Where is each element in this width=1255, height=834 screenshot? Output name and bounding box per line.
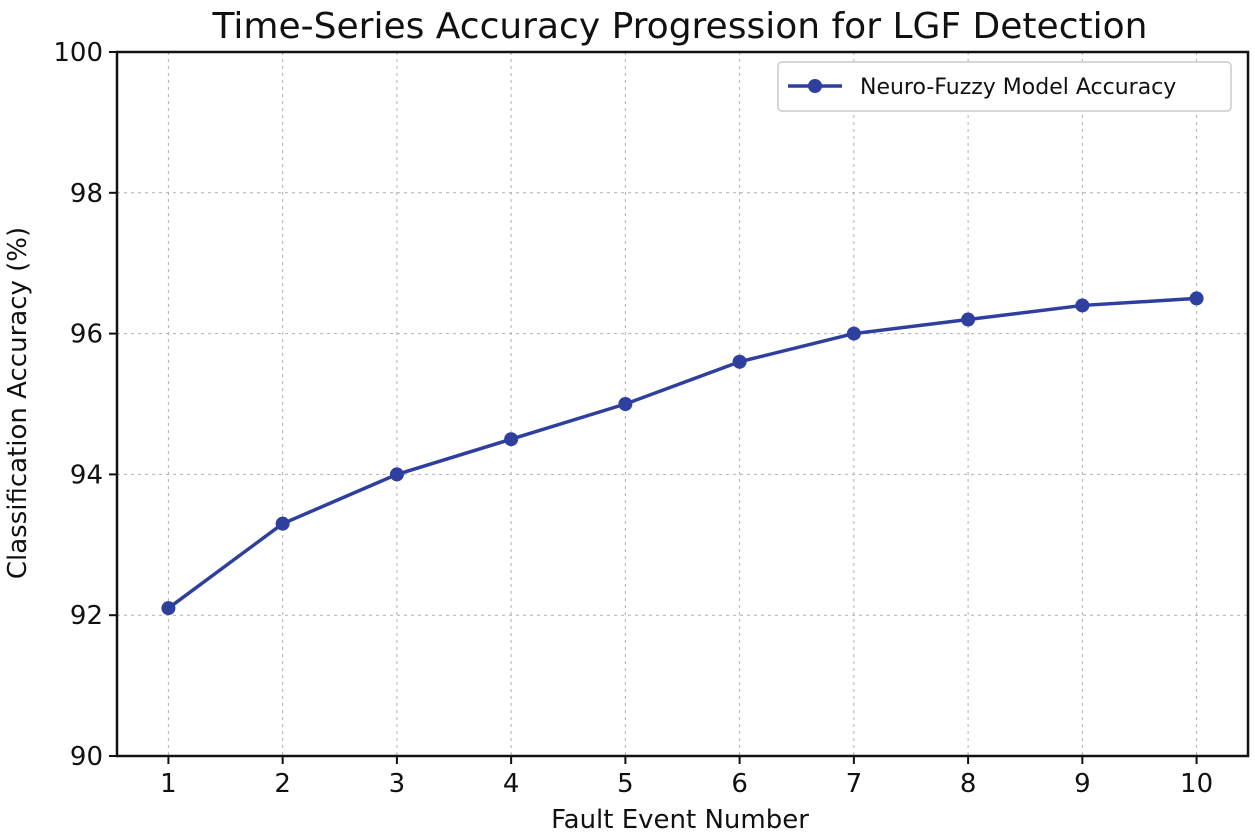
axes bbox=[115, 50, 1250, 758]
y-axis-ticks: 90 92 94 96 98 100 bbox=[53, 38, 117, 772]
y-tick-label: 98 bbox=[70, 179, 103, 209]
plot-frame bbox=[115, 50, 1250, 758]
data-point bbox=[846, 326, 861, 341]
x-tick-label: 8 bbox=[960, 769, 977, 799]
x-tick-label: 3 bbox=[389, 769, 406, 799]
x-tick-label: 4 bbox=[503, 769, 520, 799]
x-tick-label: 9 bbox=[1074, 769, 1091, 799]
data-point bbox=[1075, 298, 1090, 313]
x-tick-label: 10 bbox=[1180, 769, 1213, 799]
x-tick-label: 7 bbox=[846, 769, 863, 799]
legend-label: Neuro-Fuzzy Model Accuracy bbox=[860, 75, 1176, 100]
series bbox=[161, 291, 1204, 616]
grid bbox=[117, 52, 1248, 756]
data-point bbox=[618, 397, 633, 411]
x-axis-label: Fault Event Number bbox=[551, 805, 809, 834]
y-tick-label: 92 bbox=[70, 601, 103, 631]
x-tick-label: 5 bbox=[617, 769, 634, 799]
y-tick-label: 96 bbox=[70, 320, 103, 350]
x-tick-label: 1 bbox=[160, 769, 177, 799]
series-line bbox=[167, 296, 1197, 610]
data-point bbox=[389, 467, 404, 482]
legend-marker-swatch bbox=[808, 79, 822, 93]
data-point bbox=[732, 354, 747, 369]
data-point bbox=[961, 312, 976, 327]
legend: Neuro-Fuzzy Model Accuracy bbox=[777, 61, 1232, 112]
y-axis-label: Classification Accuracy (%) bbox=[3, 227, 33, 579]
data-point bbox=[275, 516, 290, 531]
y-tick-label: 94 bbox=[70, 460, 103, 490]
data-point bbox=[161, 601, 176, 616]
chart-title: Time-Series Accuracy Progression for LGF… bbox=[212, 6, 1148, 47]
y-tick-label: 100 bbox=[53, 38, 103, 68]
data-point bbox=[1189, 291, 1204, 306]
x-tick-label: 6 bbox=[731, 769, 748, 799]
x-tick-label: 2 bbox=[274, 769, 291, 799]
data-point bbox=[504, 432, 519, 447]
legend-frame bbox=[777, 61, 1232, 112]
x-axis-ticks: 1 2 3 4 5 6 7 8 9 10 bbox=[160, 756, 1213, 799]
y-tick-label: 90 bbox=[70, 742, 103, 772]
